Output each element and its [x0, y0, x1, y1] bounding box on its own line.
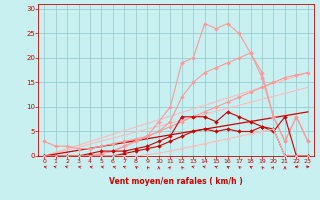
X-axis label: Vent moyen/en rafales ( km/h ): Vent moyen/en rafales ( km/h ): [109, 177, 243, 186]
